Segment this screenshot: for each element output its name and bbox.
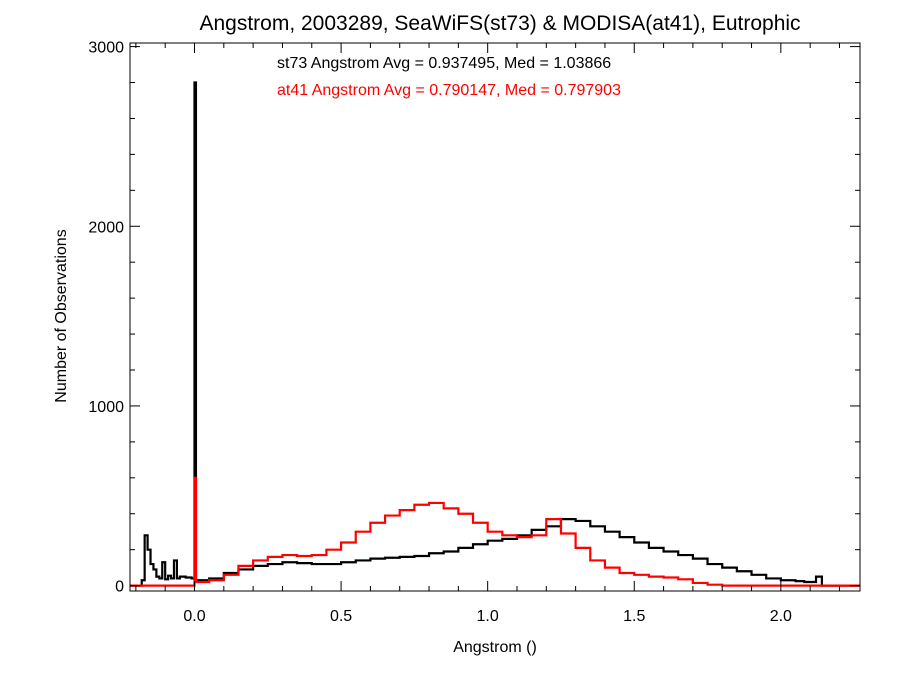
x-axis-label: Angstrom () [453,639,537,656]
y-tick-label: 1000 [88,399,124,416]
y-tick-label: 3000 [88,40,124,57]
series-0-line [130,81,860,587]
annotation-st73: st73 Angstrom Avg = 0.937495, Med = 1.03… [277,55,611,72]
x-tick-label: 0.0 [183,608,205,625]
annotation-at41: at41 Angstrom Avg = 0.790147, Med = 0.79… [277,82,621,99]
chart-title: Angstrom, 2003289, SeaWiFS(st73) & MODIS… [199,12,800,35]
x-tick-label: 1.0 [477,608,499,625]
plot-frame [129,42,861,592]
y-tick-label: 0 [115,579,124,596]
x-tick-label: 2.0 [770,608,792,625]
y-axis-label: Number of Observations [53,229,70,402]
y-tick-label: 2000 [88,219,124,236]
x-tick-label: 0.5 [330,608,352,625]
x-tick-label: 1.5 [623,608,645,625]
series-1-line [130,476,860,587]
